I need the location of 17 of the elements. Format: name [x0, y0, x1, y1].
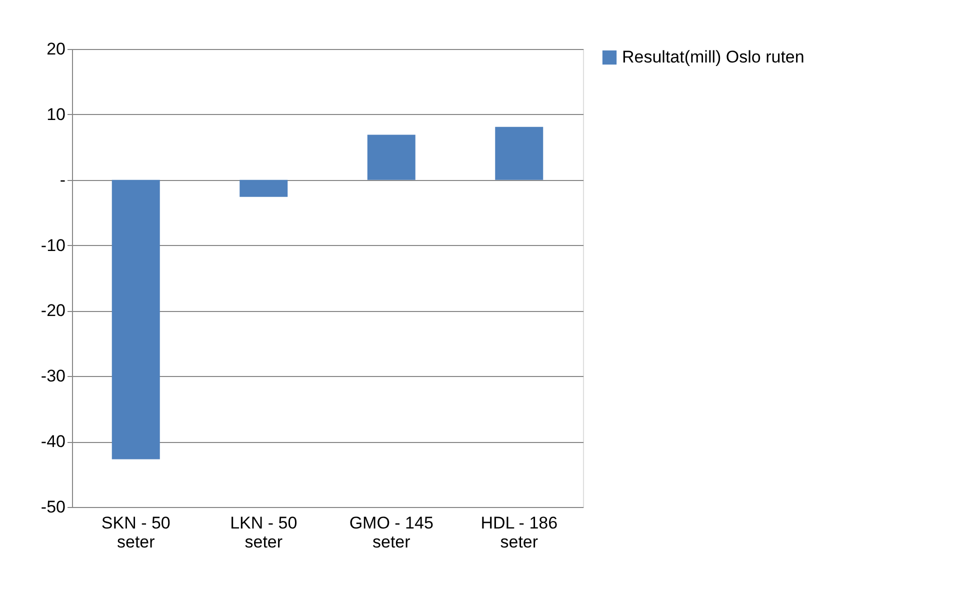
- x-tick-label: SKN - 50 seter: [101, 514, 170, 552]
- y-tick-label: -50: [40, 498, 66, 516]
- x-tick-label: LKN - 50 seter: [230, 514, 298, 552]
- y-tick-label: -20: [40, 301, 66, 320]
- y-tick-label: -40: [40, 432, 66, 452]
- bar: [367, 134, 416, 180]
- x-tick-label: GMO - 145 seter: [349, 514, 434, 552]
- x-tick-label: HDL - 186 seter: [480, 514, 558, 552]
- bar: [240, 180, 288, 197]
- y-tick-label: -: [60, 170, 66, 190]
- y-tick-label: -30: [40, 366, 66, 386]
- bar: [495, 126, 544, 180]
- bar: [112, 180, 160, 460]
- legend-label: Resultat(mill) Oslo ruten: [622, 48, 804, 66]
- y-tick-label: -10: [40, 236, 66, 255]
- y-tick-label: 10: [46, 104, 66, 124]
- y-tick-label: 20: [46, 40, 66, 58]
